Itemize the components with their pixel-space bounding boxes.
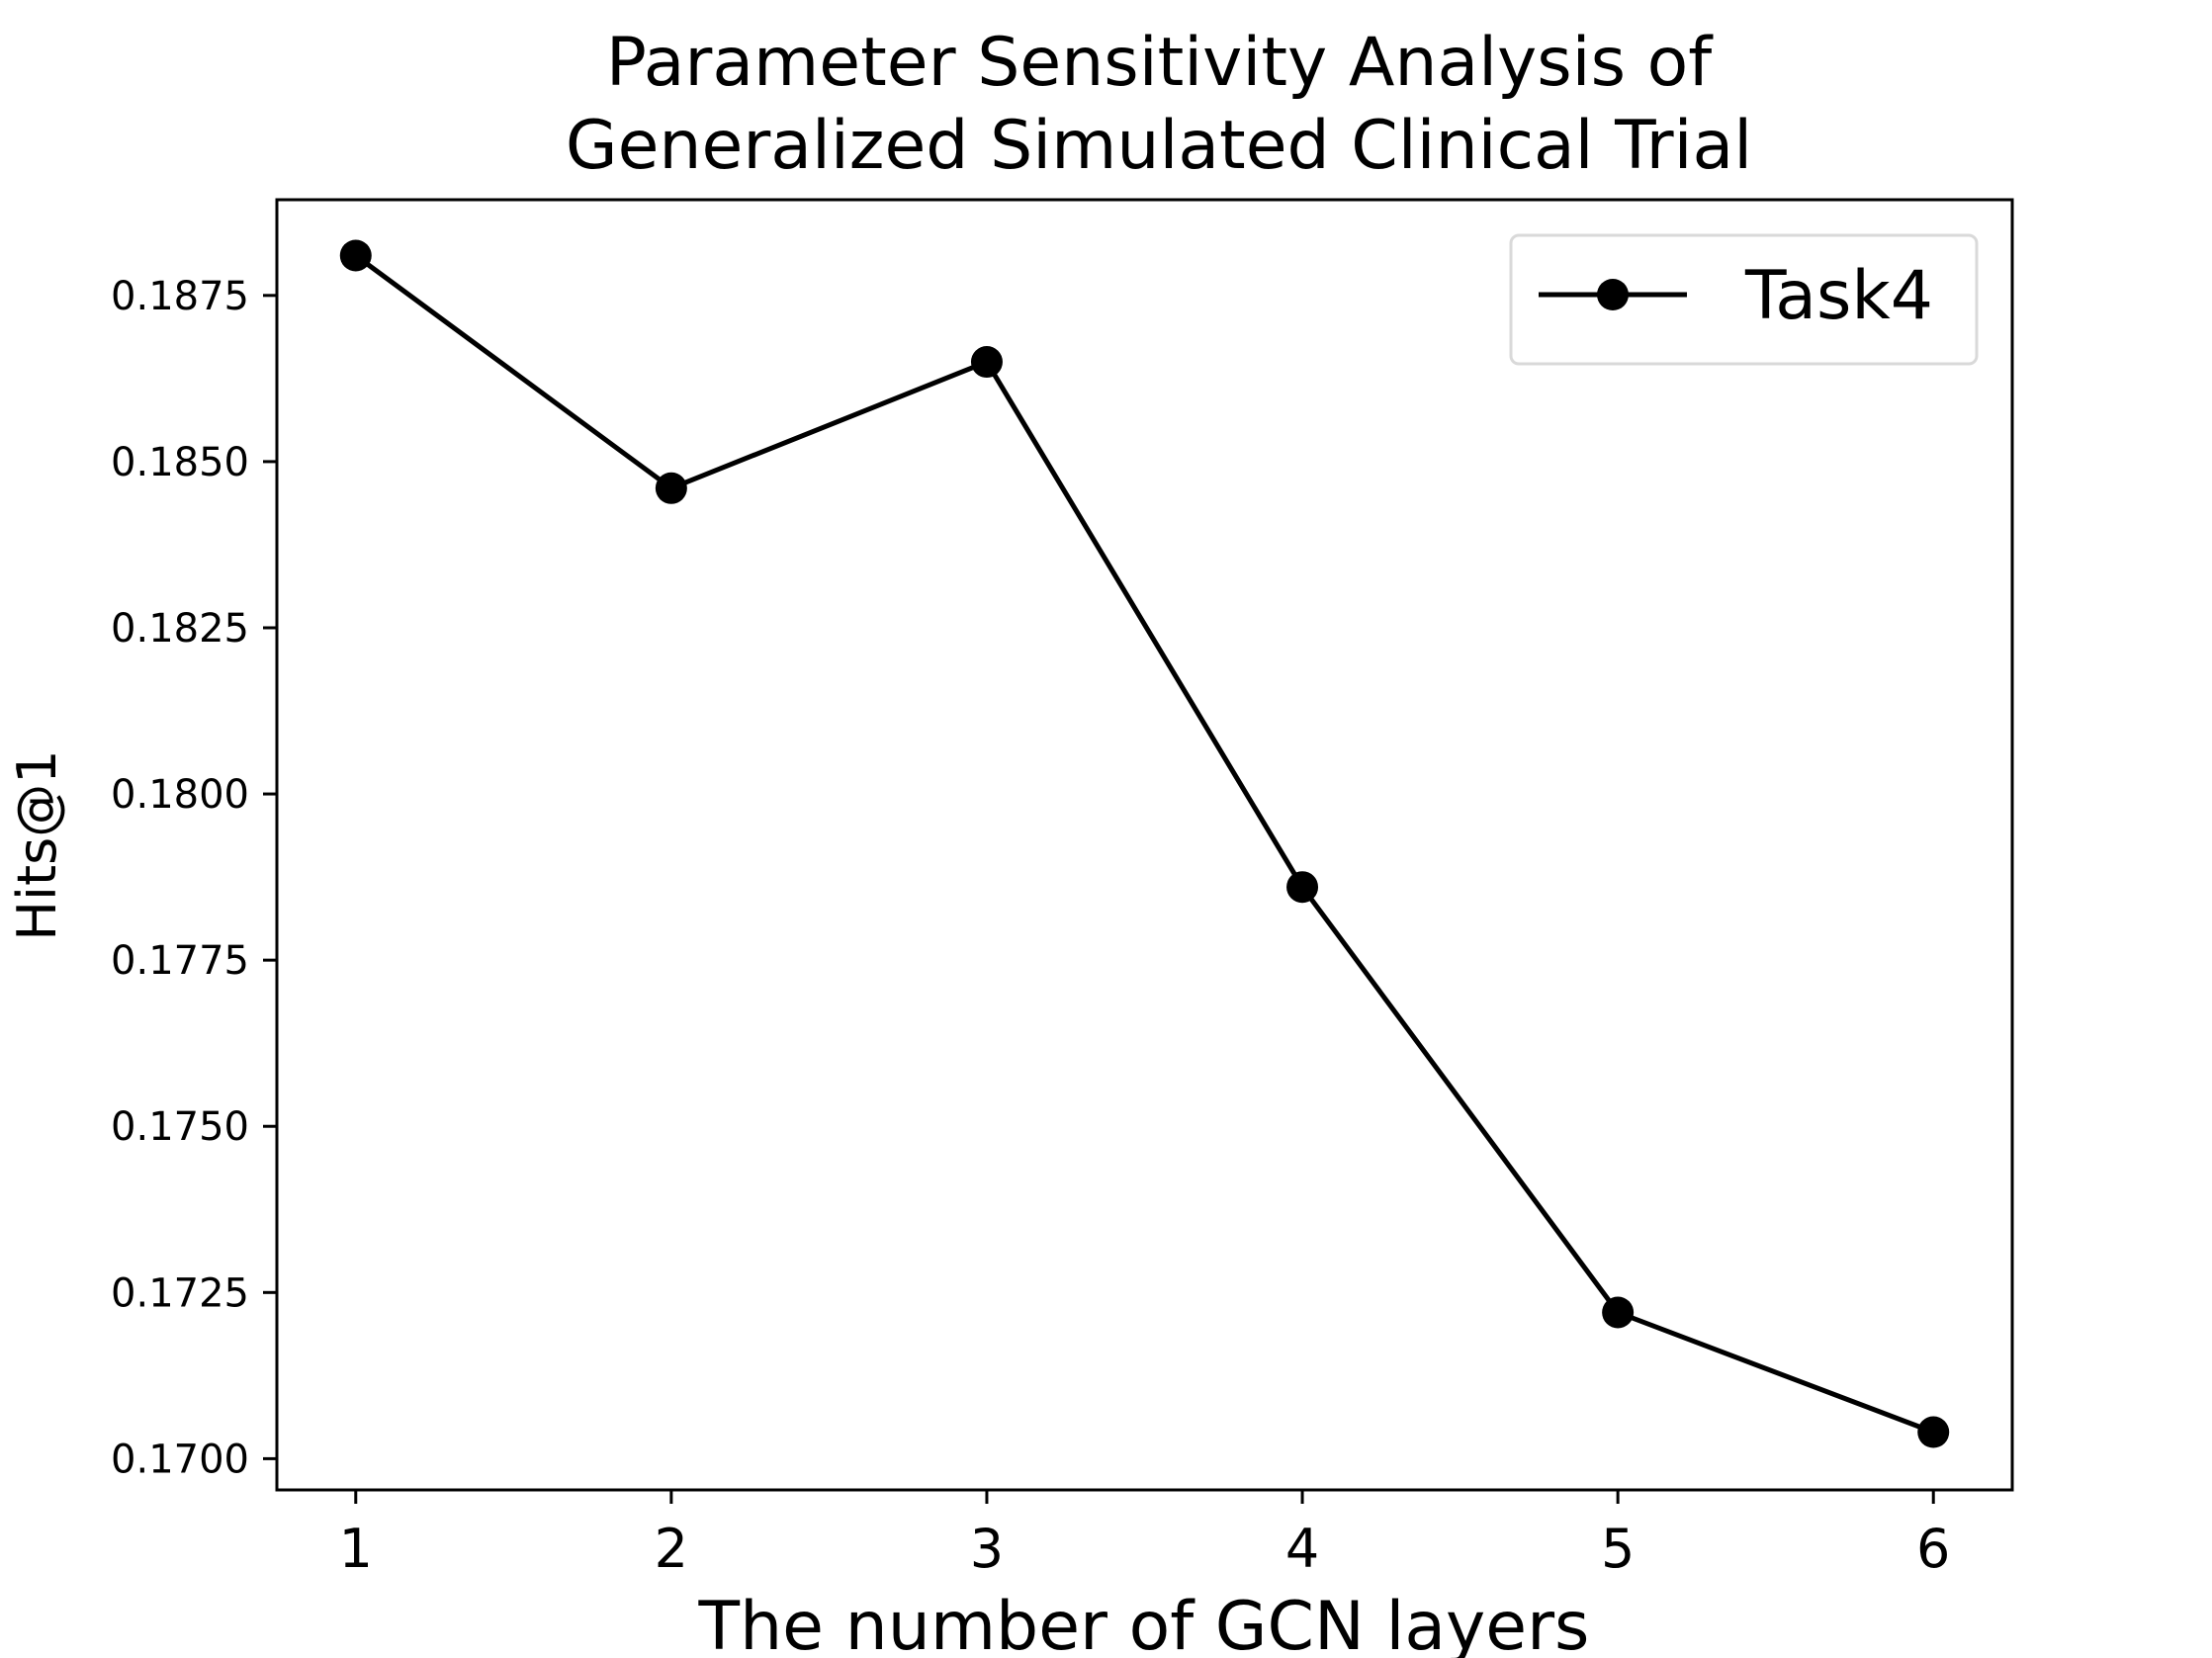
- legend-marker-task4: [1597, 279, 1629, 310]
- y-tick-label: 0.1700: [111, 1437, 249, 1482]
- data-point: [1286, 871, 1319, 904]
- y-tick-label: 0.1875: [111, 274, 249, 319]
- y-axis-label: Hits@1: [6, 749, 68, 940]
- x-tick-label: 6: [1916, 1518, 1950, 1580]
- x-tick-label: 5: [1601, 1518, 1635, 1580]
- x-tick-label: 1: [339, 1518, 373, 1580]
- legend-box: [1509, 233, 1979, 366]
- series-layer: [339, 239, 1950, 1448]
- chart-title-line-1: Parameter Sensitivity Analysis of: [606, 24, 1714, 102]
- y-tick-label: 0.1725: [111, 1270, 249, 1316]
- y-tick-label: 0.1750: [111, 1104, 249, 1150]
- y-tick-label: 0.1775: [111, 938, 249, 984]
- data-point: [1917, 1416, 1950, 1448]
- data-point: [970, 346, 1003, 379]
- data-point: [655, 472, 687, 504]
- plot-frame: [275, 198, 2014, 1492]
- y-tick-label: 0.1850: [111, 440, 249, 485]
- y-axis-ticks: 0.1700 0.1725 0.1750 0.1775 0.1800 0.1825 0.18…: [111, 274, 277, 1482]
- x-axis-ticks: 1 2 3 4 5 6: [339, 1490, 1950, 1580]
- x-tick-label: 4: [1285, 1518, 1319, 1580]
- x-axis-label: The number of GCN layers: [698, 1588, 1590, 1658]
- legend-label-task4: Task4: [1744, 257, 1933, 335]
- chart-title-line-2: Generalized Simulated Clinical Trial: [566, 107, 1752, 185]
- data-point: [339, 239, 372, 272]
- y-tick-label: 0.1825: [111, 606, 249, 652]
- y-tick-label: 0.1800: [111, 772, 249, 818]
- x-tick-label: 3: [970, 1518, 1004, 1580]
- legend: Task4: [1509, 233, 1979, 366]
- data-point: [1602, 1296, 1635, 1329]
- x-tick-label: 2: [655, 1518, 688, 1580]
- series-line-task4: [354, 253, 1935, 1435]
